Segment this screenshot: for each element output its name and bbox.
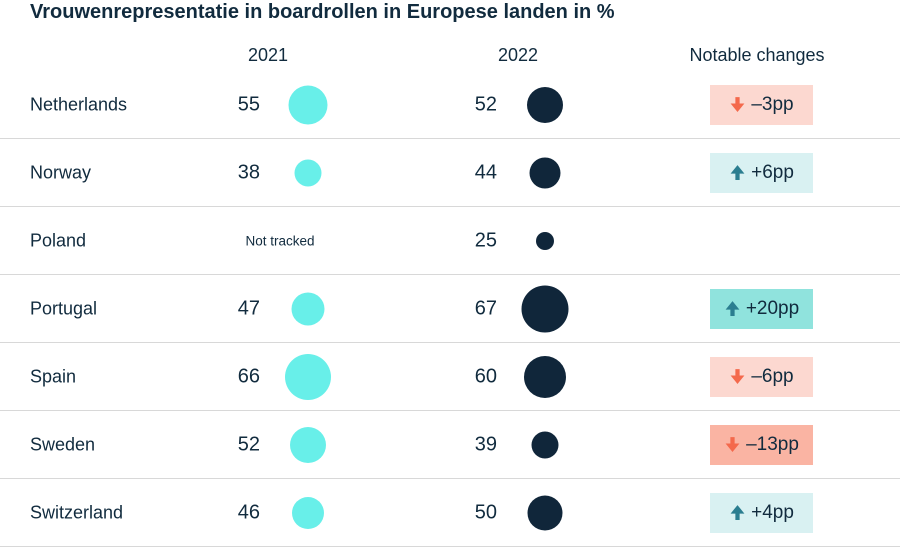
table-row: Portugal 47 67 +20pp — [0, 275, 900, 343]
column-header-2022: 2022 — [497, 45, 539, 65]
bubble-2021 — [291, 292, 325, 325]
value-2022: 25 — [474, 229, 497, 251]
change-badge: –13pp — [710, 424, 813, 465]
table-body: Netherlands 55 52 –3pp Norway 38 44 — [0, 71, 900, 547]
table-row: Sweden 52 39 –13pp — [0, 411, 900, 479]
bubble-2022 — [524, 355, 566, 398]
bubble-2022 — [527, 86, 563, 123]
value-2022: 50 — [474, 501, 497, 523]
table-row: Netherlands 55 52 –3pp — [0, 71, 900, 139]
value-2021: 55 — [237, 93, 260, 115]
arrow-up-icon — [729, 504, 746, 521]
change-badge: +20pp — [710, 288, 813, 329]
change-label: –3pp — [751, 93, 794, 115]
bubble-2021 — [285, 353, 331, 400]
arrow-down-icon — [729, 96, 746, 113]
bubble-2022 — [521, 285, 569, 332]
column-header-notable-changes: Notable changes — [689, 45, 825, 65]
value-2021: 66 — [237, 365, 260, 387]
bubble-2022 — [536, 231, 554, 250]
value-2021: 38 — [237, 161, 260, 183]
value-2022: 39 — [474, 433, 497, 455]
table-row: Poland Not tracked 25 — [0, 207, 900, 275]
change-badge: +6pp — [710, 152, 813, 193]
table-row: Norway 38 44 +6pp — [0, 139, 900, 207]
country-label: Switzerland — [30, 502, 124, 522]
change-label: +4pp — [751, 501, 794, 523]
value-2021: 46 — [237, 501, 260, 523]
value-2021: 47 — [237, 297, 260, 319]
value-2022: 52 — [474, 93, 497, 115]
chart-title: Vrouwenrepresentatie in boardrollen in E… — [30, 1, 615, 23]
arrow-down-icon — [724, 436, 741, 453]
arrow-up-icon — [724, 300, 741, 317]
bubble-2021 — [290, 426, 326, 463]
arrow-down-icon — [729, 368, 746, 385]
change-label: +6pp — [751, 161, 794, 183]
bubble-2022 — [531, 431, 559, 458]
country-label: Portugal — [30, 298, 98, 318]
bubble-2021 — [292, 496, 324, 529]
not-tracked-note: Not tracked — [245, 233, 315, 248]
country-label: Spain — [30, 366, 77, 386]
value-2022: 44 — [474, 161, 497, 183]
table-row: Switzerland 46 50 +4pp — [0, 479, 900, 547]
column-header-2021: 2021 — [247, 45, 289, 65]
country-label: Netherlands — [30, 94, 128, 114]
change-label: +20pp — [745, 297, 800, 319]
bubble-2021 — [288, 85, 328, 124]
change-badge: –3pp — [710, 84, 813, 125]
value-2022: 67 — [474, 297, 497, 319]
bubble-2021 — [294, 159, 322, 186]
value-2021: 52 — [237, 433, 260, 455]
arrow-up-icon — [729, 164, 746, 181]
country-label: Norway — [30, 162, 92, 182]
country-label: Sweden — [30, 434, 96, 454]
change-badge: +4pp — [710, 492, 813, 533]
country-label: Poland — [30, 230, 87, 250]
table-row: Spain 66 60 –6pp — [0, 343, 900, 411]
change-badge: –6pp — [710, 356, 813, 397]
bubble-2022 — [527, 495, 563, 530]
value-2022: 60 — [474, 365, 497, 387]
change-label: –13pp — [746, 433, 799, 455]
bubble-2022 — [529, 157, 561, 188]
change-label: –6pp — [751, 365, 794, 387]
